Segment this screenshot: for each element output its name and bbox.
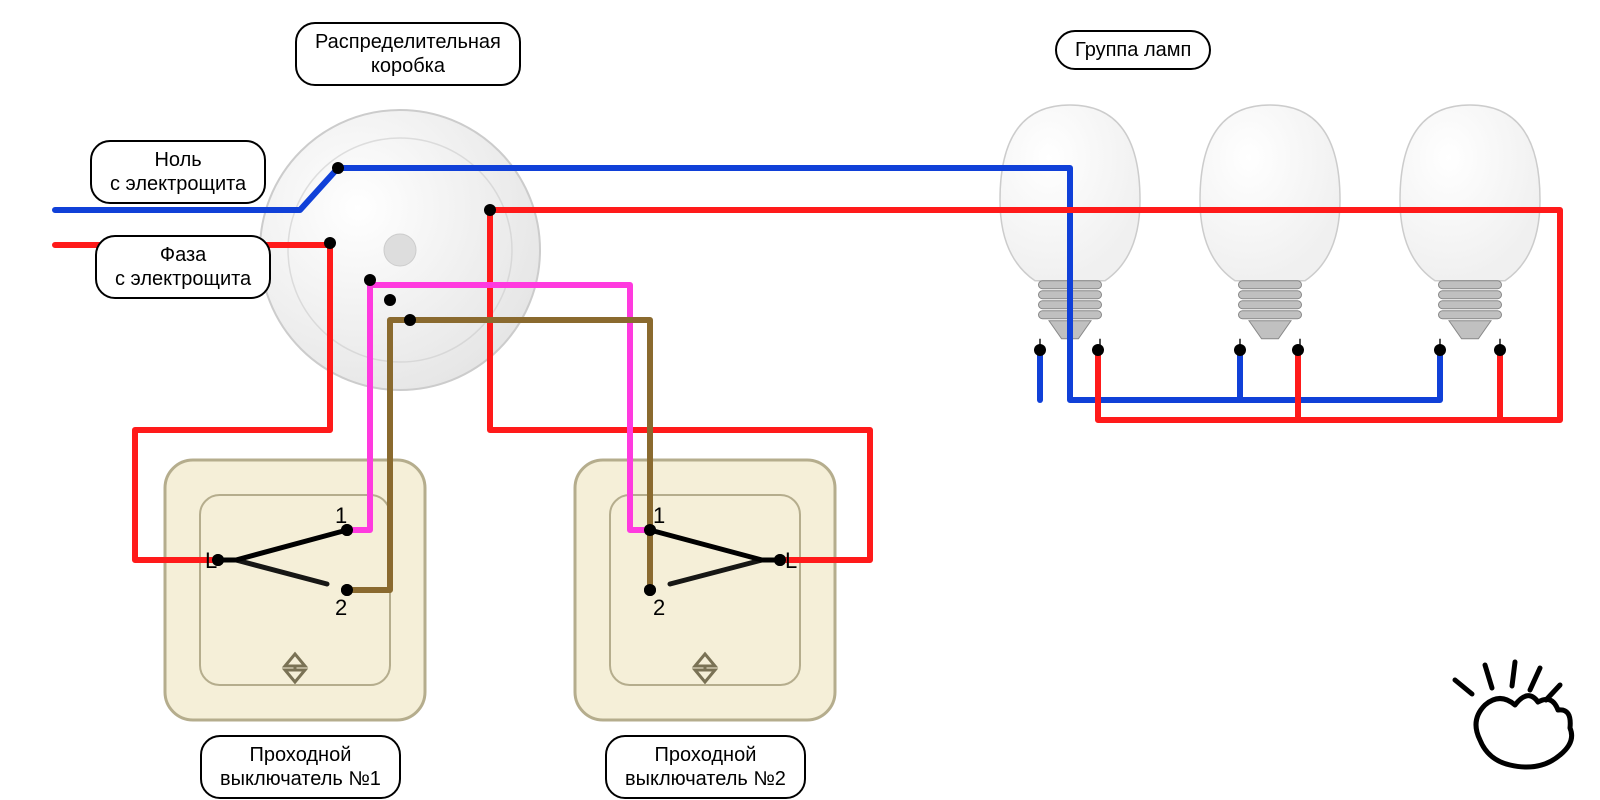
label-lamp-group: Группа ламп xyxy=(1055,30,1211,70)
label-lamp-group-text: Группа ламп xyxy=(1075,39,1191,61)
label-switch2: Проходнойвыключатель №2 xyxy=(605,735,806,799)
label-junction-box-text: Распределительнаякоробка xyxy=(315,31,501,77)
label-switch1-text: Проходнойвыключатель №1 xyxy=(220,744,381,790)
switch1-terminal-1: 1 xyxy=(335,503,347,529)
label-phase: Фазас электрощита xyxy=(95,235,271,299)
label-neutral: Нольс электрощита xyxy=(90,140,266,204)
label-switch2-text: Проходнойвыключатель №2 xyxy=(625,744,786,790)
switch2-terminal-2: 2 xyxy=(653,595,665,621)
switch1-terminal-2: 2 xyxy=(335,595,347,621)
wiring-diagram-svg xyxy=(0,0,1600,800)
switch2-terminal-1: 1 xyxy=(653,503,665,529)
label-neutral-text: Нольс электрощита xyxy=(110,149,246,195)
label-phase-text: Фазас электрощита xyxy=(115,244,251,290)
label-junction-box: Распределительнаякоробка xyxy=(295,22,521,86)
label-switch1: Проходнойвыключатель №1 xyxy=(200,735,401,799)
switch1-terminal-L: L xyxy=(205,548,217,574)
switch2-terminal-L: L xyxy=(785,548,797,574)
